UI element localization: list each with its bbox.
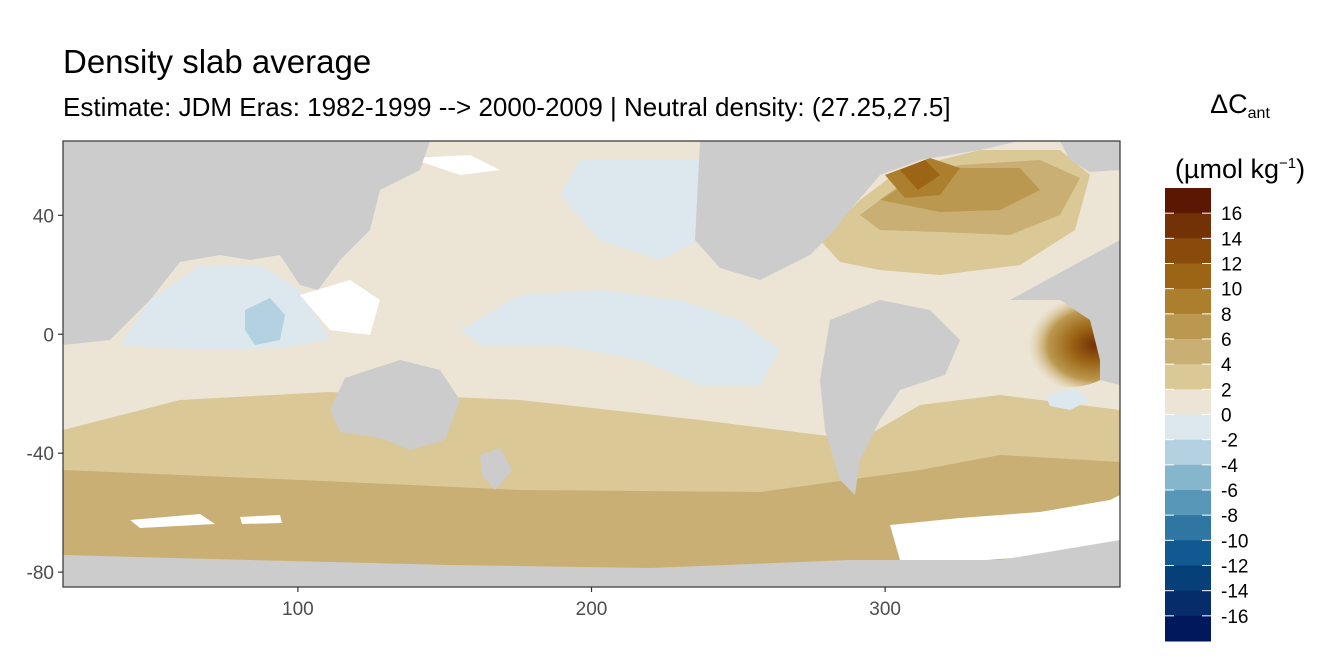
legend-tick-label: 14 — [1221, 229, 1243, 250]
nodata-antarctic-a — [130, 514, 215, 528]
land-greenland — [1060, 141, 1120, 172]
legend-swatch — [1165, 565, 1211, 592]
x-tick-label: 300 — [869, 599, 901, 620]
south-atlantic-neg — [1045, 388, 1090, 410]
nodata-arctic — [410, 155, 500, 175]
north-pacific-neg-0to2 — [560, 160, 700, 260]
legend-tick-label: -16 — [1221, 607, 1248, 628]
legend-swatch — [1165, 490, 1211, 516]
legend-tick-label: 4 — [1221, 355, 1232, 376]
legend-swatch — [1165, 540, 1211, 566]
y-axis: 40 0 -40 -80 — [27, 206, 63, 584]
legend-title: ΔCant (µmol kg−1) — [1150, 84, 1330, 189]
legend-tick-label: -6 — [1221, 481, 1238, 502]
x-tick-label: 100 — [282, 599, 314, 620]
north-atlantic-10to12 — [900, 160, 940, 190]
legend-swatch — [1165, 188, 1211, 214]
legend-swatch — [1165, 288, 1211, 315]
legend-swatch — [1165, 339, 1211, 365]
y-tick-label: -40 — [27, 444, 54, 465]
legend-tick-label: 2 — [1221, 380, 1232, 401]
legend-tick-label: -12 — [1221, 557, 1248, 578]
legend-unit-open: (µmol kg — [1174, 154, 1279, 184]
nodata-seasia — [300, 280, 380, 335]
nodata-antarctic-b — [240, 515, 282, 524]
indian-ocean-neg-2to4 — [245, 298, 285, 345]
x-tick-label: 200 — [576, 599, 608, 620]
legend-tick-label: -4 — [1221, 456, 1238, 477]
land-antarctica — [63, 540, 1120, 587]
land-masses — [63, 141, 1120, 587]
legend-tick-label: 0 — [1221, 406, 1232, 427]
land-south-america — [820, 300, 960, 495]
legend-swatch — [1165, 238, 1211, 264]
land-eurasia-west — [63, 141, 430, 345]
legend-swatch — [1165, 213, 1211, 239]
land-australia — [330, 360, 460, 450]
land-africa — [1010, 141, 1120, 385]
legend-colorbar: 16 14 12 10 8 6 4 2 0 -2 -4 -6 -8 -10 -12 -14 -16 — [1165, 188, 1249, 642]
legend-unit-power: −1 — [1278, 155, 1297, 172]
legend-swatch — [1165, 389, 1211, 415]
land-new-zealand — [480, 448, 512, 490]
legend-swatch — [1165, 439, 1211, 466]
chart-subtitle: Estimate: JDM Eras: 1982-1999 --> 2000-2… — [63, 92, 951, 122]
legend-tick-label: 10 — [1221, 280, 1242, 301]
legend-swatch — [1165, 590, 1211, 617]
legend-subscript: ant — [1247, 105, 1270, 122]
legend-swatch — [1165, 615, 1211, 642]
legend-tick-label: 6 — [1221, 330, 1232, 351]
x-axis: 100 200 300 — [282, 587, 901, 620]
y-tick-label: 40 — [33, 206, 54, 227]
legend-unit-close: ) — [1296, 154, 1306, 184]
nodata-antarctic-east — [890, 495, 1120, 562]
legend-swatch — [1165, 364, 1211, 390]
legend-swatch — [1165, 263, 1211, 290]
legend-symbol: ΔC — [1210, 89, 1248, 119]
map-panel — [63, 141, 1120, 587]
tropical-pacific-neg-0to2 — [460, 290, 780, 385]
y-tick-label: -80 — [27, 563, 54, 584]
legend-tick-label: 8 — [1221, 305, 1232, 326]
chart-title: Density slab average — [63, 43, 372, 80]
legend-swatch — [1165, 515, 1211, 541]
legend-tick-label: 12 — [1221, 255, 1242, 276]
legend-swatch — [1165, 414, 1211, 441]
legend-swatch — [1165, 464, 1211, 491]
legend-tick-label: -14 — [1221, 582, 1249, 603]
land-north-america — [695, 141, 1020, 280]
legend-tick-label: -10 — [1221, 531, 1248, 552]
legend-swatch — [1165, 313, 1211, 340]
legend-tick-label: 16 — [1221, 204, 1242, 225]
legend-tick-label: -8 — [1221, 506, 1238, 527]
y-tick-label: 0 — [43, 325, 54, 346]
legend-tick-label: -2 — [1221, 431, 1238, 452]
